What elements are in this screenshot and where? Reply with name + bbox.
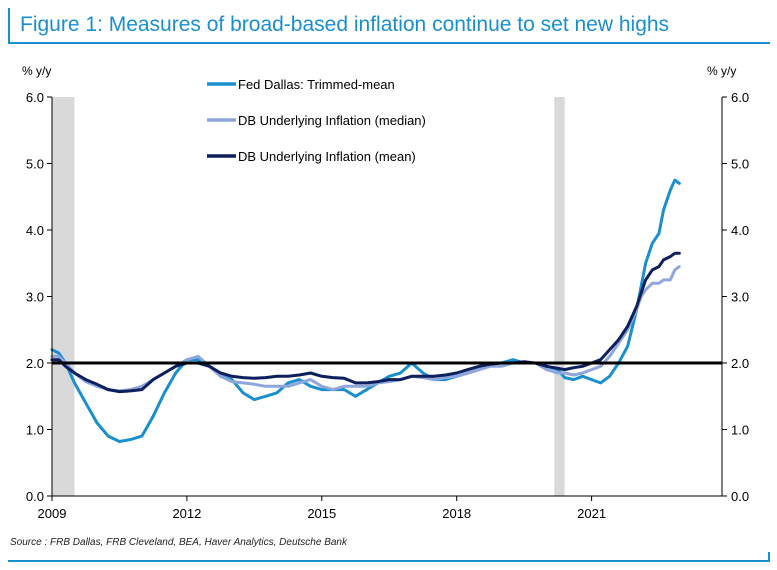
series-line-1 xyxy=(50,265,681,393)
series-lines xyxy=(50,178,681,443)
bottom-rule xyxy=(8,552,770,562)
y-tick-label-left-6: 6.0 xyxy=(26,90,44,105)
x-tick-label-4: 2021 xyxy=(577,506,606,521)
y-tick-label-left-2: 2.0 xyxy=(26,356,44,371)
series-line-0 xyxy=(50,178,681,443)
legend-label-0: Fed Dallas: Trimmed-mean xyxy=(238,77,395,92)
legend-label-2: DB Underlying Inflation (mean) xyxy=(238,149,416,164)
figure-title: Figure 1: Measures of broad-based inflat… xyxy=(8,8,770,44)
y-axis-label-left: % y/y xyxy=(22,64,51,78)
recession-shading xyxy=(52,97,565,496)
legend-label-1: DB Underlying Inflation (median) xyxy=(238,113,426,128)
y-tick-label-left-1: 1.0 xyxy=(26,423,44,438)
shaded-period-1 xyxy=(554,97,565,496)
y-tick-label-left-5: 5.0 xyxy=(26,157,44,172)
y-tick-label-left-4: 4.0 xyxy=(26,223,44,238)
x-tick-label-3: 2018 xyxy=(442,506,471,521)
y-tick-label-right-2: 2.0 xyxy=(731,356,749,371)
y-tick-label-right-5: 5.0 xyxy=(731,157,749,172)
series-line-2 xyxy=(50,251,681,394)
y-tick-label-right-3: 3.0 xyxy=(731,290,749,305)
legend: Fed Dallas: Trimmed-mean DB Underlying In… xyxy=(207,77,426,164)
y-tick-label-right-1: 1.0 xyxy=(731,423,749,438)
x-tick-label-1: 2012 xyxy=(172,506,201,521)
y-tick-label-right-6: 6.0 xyxy=(731,90,749,105)
y-tick-label-right-4: 4.0 xyxy=(731,223,749,238)
y-tick-label-left-3: 3.0 xyxy=(26,290,44,305)
x-tick-label-0: 2009 xyxy=(38,506,67,521)
y-axis-label-right: % y/y xyxy=(707,64,736,78)
x-tick-label-2: 2015 xyxy=(307,506,336,521)
source-note: Source : FRB Dallas, FRB Cleveland, BEA,… xyxy=(10,537,347,548)
shaded-period-0 xyxy=(52,97,75,496)
y-tick-label-left-0: 0.0 xyxy=(26,489,44,504)
y-tick-label-right-0: 0.0 xyxy=(731,489,749,504)
axes: 0.0 0.0 1.0 1.0 2.0 2.0 3.0 3.0 4.0 4.0 5.0 5.0 6.0 6… xyxy=(26,90,749,521)
